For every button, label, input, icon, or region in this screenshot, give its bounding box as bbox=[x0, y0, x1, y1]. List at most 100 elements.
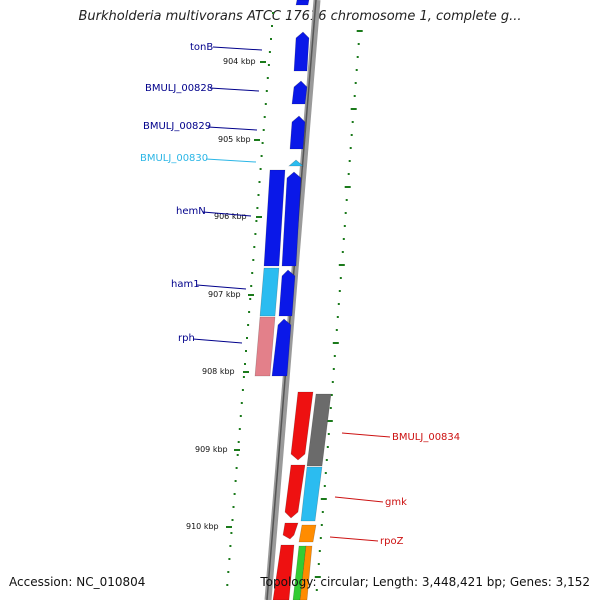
tick-dot bbox=[348, 160, 351, 162]
tick-dot bbox=[347, 173, 350, 175]
tick-dot bbox=[245, 350, 247, 352]
label-hemN[interactable]: hemN bbox=[176, 206, 206, 217]
tick-dot bbox=[251, 272, 254, 274]
tick-dot bbox=[324, 472, 327, 474]
gene-gmk[interactable] bbox=[300, 466, 323, 522]
gene-red-2[interactable] bbox=[284, 464, 306, 519]
tick-track-left bbox=[226, 12, 274, 586]
tick-dot bbox=[333, 355, 336, 357]
tick-dot bbox=[272, 12, 274, 14]
tick-dot bbox=[227, 571, 230, 573]
tick-dot bbox=[264, 103, 267, 105]
tick-dot bbox=[339, 277, 342, 279]
tick-dot bbox=[354, 82, 357, 84]
tick-dot bbox=[236, 454, 239, 456]
tick-label-904: 904 kbp bbox=[223, 57, 256, 66]
tick-dot bbox=[357, 43, 360, 45]
tick-dot bbox=[319, 537, 322, 539]
tick-dot bbox=[260, 155, 263, 157]
gene-ham1[interactable] bbox=[278, 269, 296, 317]
tick-dot bbox=[263, 116, 266, 118]
gene-green[interactable] bbox=[292, 545, 307, 600]
label-gmk[interactable]: gmk bbox=[385, 497, 407, 508]
tick-label-909: 909 kbp bbox=[195, 445, 228, 454]
genome-stats-text: Topology: circular; Length: 3,448,421 bp… bbox=[260, 575, 590, 589]
tick-dot bbox=[350, 108, 357, 110]
tick-dot bbox=[325, 459, 328, 461]
tick-label-905: 905 kbp bbox=[218, 135, 251, 144]
tick-dot bbox=[230, 532, 233, 534]
tick-dot bbox=[331, 381, 334, 383]
tick-dot bbox=[233, 493, 236, 495]
gene-red-3[interactable] bbox=[282, 522, 299, 540]
tick-dot bbox=[355, 69, 358, 71]
tick-dot bbox=[323, 485, 326, 487]
tick-dot bbox=[267, 64, 270, 66]
tick-dot bbox=[240, 402, 243, 404]
tick-dot bbox=[259, 168, 262, 170]
gene-bmulj-00828[interactable] bbox=[291, 80, 308, 105]
label-ham1[interactable]: ham1 bbox=[171, 279, 200, 290]
gene-bmulj-00834[interactable] bbox=[306, 393, 332, 467]
tick-dot bbox=[341, 251, 344, 253]
tick-label-907: 907 kbp bbox=[208, 290, 241, 299]
label-bmulj-00828[interactable]: BMULJ_00828 bbox=[145, 83, 213, 94]
label-tonB[interactable]: tonB bbox=[190, 42, 213, 53]
gene-tonB[interactable] bbox=[293, 31, 310, 72]
gene-rph[interactable] bbox=[271, 318, 292, 377]
tick-dot bbox=[253, 246, 256, 248]
tick-dot bbox=[317, 563, 320, 565]
tick-dot bbox=[338, 264, 345, 266]
gene-red-4[interactable] bbox=[272, 544, 295, 600]
tick-dot bbox=[255, 220, 258, 222]
tick-track-right bbox=[314, 30, 363, 591]
tick-dot bbox=[241, 389, 244, 391]
gene-strand2-rph[interactable] bbox=[254, 316, 276, 377]
map-title: Burkholderia multivorans ATCC 17616 chro… bbox=[78, 9, 522, 24]
tick-dot bbox=[247, 324, 250, 326]
gene-hemN[interactable] bbox=[281, 171, 302, 267]
label-bmulj-00830[interactable]: BMULJ_00830 bbox=[140, 153, 208, 164]
tick-dot bbox=[327, 433, 330, 435]
tick-dot bbox=[270, 38, 272, 40]
tick-dot bbox=[248, 311, 251, 313]
tick-dot bbox=[315, 589, 318, 591]
tick-dot bbox=[226, 584, 229, 586]
tick-dot bbox=[329, 407, 332, 409]
gene-red-1[interactable] bbox=[290, 391, 314, 461]
gene-bmulj-00830[interactable] bbox=[288, 159, 304, 167]
gene-rpoZ[interactable] bbox=[298, 524, 317, 543]
tick-dot bbox=[246, 337, 248, 339]
tick-dot bbox=[326, 420, 333, 422]
tick-dot bbox=[353, 95, 356, 97]
tick-dot bbox=[266, 77, 269, 79]
tick-dot bbox=[356, 30, 363, 32]
tick-dot bbox=[336, 316, 339, 318]
gene-partial-top[interactable] bbox=[295, 0, 310, 6]
tick-dot bbox=[326, 446, 329, 448]
label-bmulj-00829[interactable]: BMULJ_00829 bbox=[143, 121, 211, 132]
tick-dot bbox=[335, 329, 338, 331]
tick-dot bbox=[350, 134, 353, 136]
tick-dot bbox=[244, 363, 246, 365]
gene-orange-bottom[interactable] bbox=[299, 545, 313, 600]
tick-dot bbox=[238, 428, 241, 430]
tick-dot bbox=[345, 199, 348, 201]
tick-dot bbox=[228, 558, 231, 560]
tick-label-908: 908 kbp bbox=[202, 367, 235, 376]
label-bmulj-00834[interactable]: BMULJ_00834 bbox=[392, 432, 460, 443]
tick-dot bbox=[268, 51, 271, 53]
gene-bmulj-00829[interactable] bbox=[289, 115, 306, 150]
tick-dot bbox=[232, 506, 235, 508]
tick-dot bbox=[262, 129, 265, 131]
gene-strand2-hemN[interactable] bbox=[263, 169, 286, 267]
tick-dot bbox=[314, 576, 321, 578]
label-rpoZ[interactable]: rpoZ bbox=[380, 536, 404, 547]
tick-dot bbox=[235, 467, 238, 469]
tick-dot bbox=[342, 238, 345, 240]
gene-strand2-ham1[interactable] bbox=[259, 267, 280, 317]
tick-dot bbox=[318, 550, 321, 552]
label-rph[interactable]: rph bbox=[178, 333, 195, 344]
tick-dot bbox=[234, 480, 237, 482]
